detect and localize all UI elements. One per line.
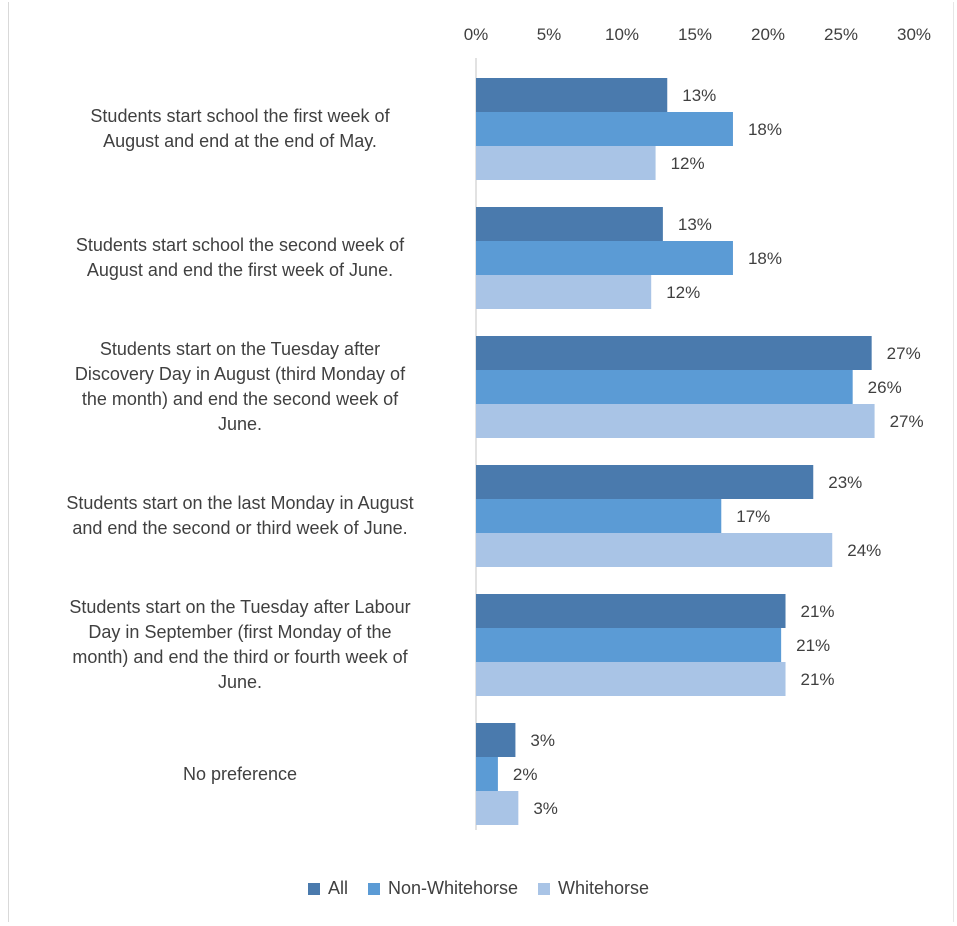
legend-label: All (327, 878, 348, 898)
data-label: 18% (748, 249, 782, 268)
bar-non-whitehorse (476, 241, 733, 275)
bar-all (476, 594, 786, 628)
category-label: Students start on the last Monday in Aug… (20, 491, 460, 541)
bar-non-whitehorse (476, 628, 782, 662)
x-tick-label: 5% (537, 25, 562, 44)
category-label-line: Day in September (first Monday of the (88, 622, 392, 642)
bar-all (476, 78, 668, 112)
x-tick-label: 30% (897, 25, 931, 44)
data-label: 21% (801, 602, 835, 621)
bar-chart: 0% 5% 10% 15% 20% 25% 30% 13% 18% 12% 13% 18% 12% 27… (464, 25, 931, 830)
chart-frame (8, 2, 954, 922)
legend-swatch (538, 882, 551, 895)
category-labels: Students start school the first week of A… (10, 0, 460, 860)
data-label: 21% (801, 670, 835, 689)
category-label-line: and end the second or third week of June… (72, 518, 408, 538)
data-label: 26% (868, 378, 902, 397)
bar-non-whitehorse (476, 112, 733, 146)
data-label: 3% (530, 731, 555, 750)
legend-item: All (307, 878, 348, 899)
legend-item: Non-Whitehorse (367, 878, 519, 899)
data-label: 23% (828, 473, 862, 492)
data-label: 3% (533, 799, 558, 818)
category-label-line: June. (217, 672, 263, 692)
category-label-line: August and end at the end of May. (103, 131, 377, 151)
x-tick-label: 15% (678, 25, 712, 44)
category-label: No preference (20, 762, 460, 787)
category-label-line: Students start on the Tuesday after (99, 339, 381, 359)
category-label-line: August and end the first week of June. (86, 260, 394, 280)
data-label: 12% (666, 283, 700, 302)
data-label: 12% (671, 154, 705, 173)
category-label-line: No preference (182, 763, 298, 784)
category-label-line: Students start on the Tuesday after Labo… (69, 597, 411, 617)
data-label: 27% (887, 344, 921, 363)
bar-whitehorse (476, 404, 875, 438)
bar-all (476, 207, 663, 241)
bar-all (476, 336, 872, 370)
category-label: Students start on the Tuesday after Disco… (20, 337, 460, 437)
bar-non-whitehorse (476, 499, 722, 533)
category-label-line: June. (217, 414, 263, 434)
data-label: 18% (748, 120, 782, 139)
category-label-line: the month) and end the second week of (81, 389, 399, 409)
bar-whitehorse (476, 533, 833, 567)
bar-all (476, 723, 516, 757)
category-label: Students start school the first week of A… (20, 104, 460, 154)
category-label-line: Students start school the first week of (90, 106, 390, 126)
legend-swatch (307, 882, 320, 895)
category-label-line: Discovery Day in August (third Monday of (74, 364, 406, 384)
x-tick-label: 10% (605, 25, 639, 44)
x-tick-label: 25% (824, 25, 858, 44)
category-label-line: month) and end the third or fourth week … (72, 647, 408, 667)
x-axis: 0% 5% 10% 15% 20% 25% 30% (464, 25, 931, 830)
bar-non-whitehorse (476, 370, 853, 404)
legend: All Non-Whitehorse Whitehorse (0, 878, 957, 899)
legend-label: Whitehorse (558, 878, 650, 898)
bar-whitehorse (476, 662, 786, 696)
legend-item: Whitehorse (538, 878, 649, 899)
legend-label: Non-Whitehorse (387, 878, 519, 898)
bar-all (476, 465, 814, 499)
category-label-line: Students start on the last Monday in Aug… (66, 493, 414, 513)
data-label: 24% (847, 541, 881, 560)
category-label: Students start school the second week of… (20, 233, 460, 283)
x-tick-label: 0% (464, 25, 489, 44)
data-labels: 13% 18% 12% 13% 18% 12% 27% 26% 27% 23% 17% 24% 21% 2… (513, 86, 924, 818)
x-tick-label: 20% (751, 25, 785, 44)
data-label: 17% (736, 507, 770, 526)
category-label: Students start on the Tuesday after Labo… (20, 595, 460, 695)
bars (476, 78, 875, 825)
bar-whitehorse (476, 791, 519, 825)
bar-whitehorse (476, 146, 656, 180)
data-label: 27% (890, 412, 924, 431)
legend-swatch (367, 882, 380, 895)
category-label-line: Students start school the second week of (75, 235, 405, 255)
bar-whitehorse (476, 275, 652, 309)
bar-non-whitehorse (476, 757, 498, 791)
data-label: 2% (513, 765, 538, 784)
data-label: 13% (682, 86, 716, 105)
data-label: 21% (796, 636, 830, 655)
data-label: 13% (678, 215, 712, 234)
